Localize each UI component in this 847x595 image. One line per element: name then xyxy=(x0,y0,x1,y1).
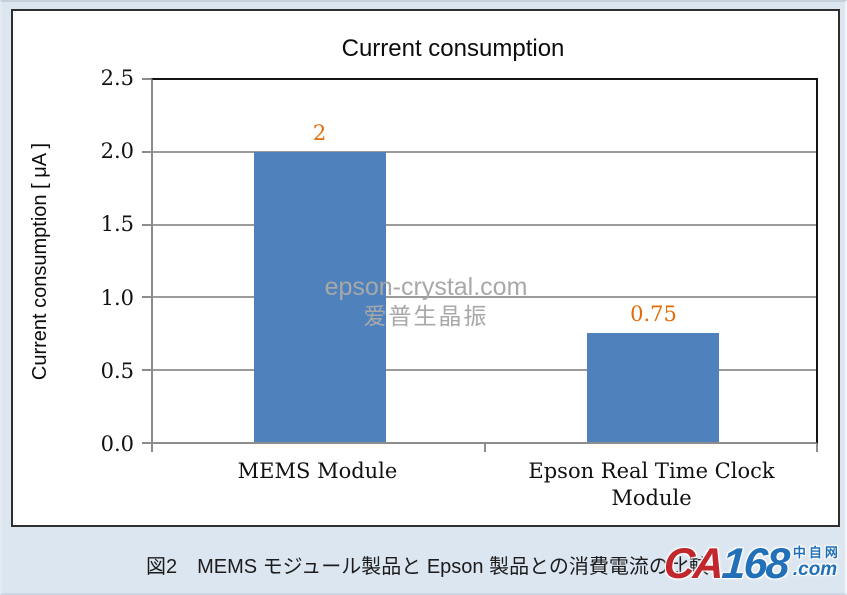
x-tick-mark xyxy=(816,444,818,452)
ca168-logo: CA 168 中自网 .com xyxy=(662,540,841,588)
y-tick-mark xyxy=(142,368,151,371)
gridline-0.5 xyxy=(153,368,816,371)
y-tick-label: 2.0 xyxy=(100,139,134,164)
logo-168-text: 168 xyxy=(720,540,790,588)
category-label-epson: Epson Real Time Clock Module xyxy=(528,459,775,510)
bar-mems-module xyxy=(254,152,386,442)
category-label-mems: MEMS Module xyxy=(237,459,398,483)
watermark: epson-crystal.com 爱普生晶振 xyxy=(325,273,528,331)
y-tick-mark xyxy=(142,442,151,444)
y-tick-label: 0.0 xyxy=(100,432,134,456)
y-tick-label: 0.5 xyxy=(100,358,134,383)
y-tick-label: 1.5 xyxy=(100,212,134,237)
y-tick-mark xyxy=(142,296,151,299)
logo-com-text: .com xyxy=(792,559,838,580)
gridline-1.5 xyxy=(153,223,816,226)
x-tick-mark xyxy=(483,444,486,452)
logo-side: 中自网 .com xyxy=(793,542,841,580)
y-tick-label: 1.0 xyxy=(100,285,134,310)
gridline-2.0 xyxy=(153,151,816,154)
chart-figure: Current consumption Current consumption … xyxy=(11,9,840,527)
x-tick-mark xyxy=(151,444,153,452)
logo-ca-text: CA xyxy=(662,540,724,588)
y-tick-mark xyxy=(142,151,151,154)
chart-title: Current consumption xyxy=(341,35,565,62)
plot-area: 2 0.75 xyxy=(142,78,818,452)
watermark-cn: 爱普生晶振 xyxy=(363,303,489,329)
y-tick-label: 2.5 xyxy=(100,66,134,90)
watermark-url: epson-crystal.com xyxy=(324,273,528,301)
figure-caption: 図2 MEMS モジュール製品と Epson 製品との消費電流の比較 xyxy=(146,556,709,578)
data-label-mems: 2 xyxy=(312,121,327,146)
gridline-1.0 xyxy=(153,296,816,299)
data-label-epson: 0.75 xyxy=(630,302,677,327)
logo-cn-text: 中自网 xyxy=(792,545,841,560)
y-tick-mark xyxy=(142,78,151,80)
y-tick-mark xyxy=(142,223,151,226)
y-axis-tick-labels: 2.5 2.0 1.5 1.0 0.5 0.0 xyxy=(13,66,140,456)
bar-epson-rtc-module xyxy=(587,333,719,442)
